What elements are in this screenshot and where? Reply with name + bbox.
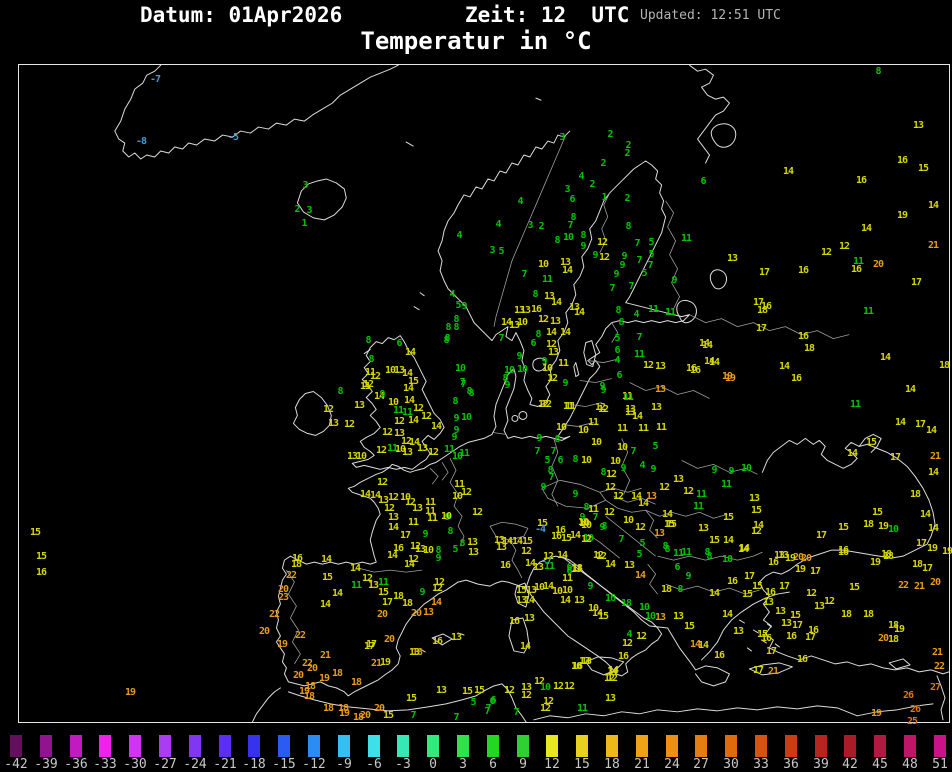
scale-bar: [636, 735, 648, 757]
scale-bar: [457, 735, 469, 757]
scale-bar: [40, 735, 52, 757]
scale-label: 18: [604, 757, 620, 772]
scale-label: 42: [842, 757, 858, 772]
scale-label: -39: [34, 757, 58, 772]
scale-label: 27: [693, 757, 709, 772]
scale-label: 24: [664, 757, 680, 772]
scale-bar: [546, 735, 558, 757]
scale-bar: [368, 735, 380, 757]
scale-label: 39: [813, 757, 829, 772]
scale-bar: [576, 735, 588, 757]
europe-coastline-map: [114, 65, 949, 722]
scale-bar: [606, 735, 618, 757]
scale-bar: [99, 735, 111, 757]
scale-label: -21: [213, 757, 237, 772]
scale-label: 30: [723, 757, 739, 772]
scale-label: -30: [123, 757, 147, 772]
header-datum: Datum: 01Apr2026: [140, 3, 343, 27]
scale-label: -3: [395, 757, 411, 772]
scale-label: 48: [902, 757, 918, 772]
scale-label: 0: [429, 757, 437, 772]
scale-bar: [904, 735, 916, 757]
scale-bar: [666, 735, 678, 757]
scale-label: -42: [4, 757, 28, 772]
scale-bar: [397, 735, 409, 757]
scale-label: -24: [183, 757, 207, 772]
scale-bar: [338, 735, 350, 757]
scale-bar: [844, 735, 856, 757]
scale-label: 15: [574, 757, 590, 772]
header-zeit: Zeit: 12 UTC: [465, 3, 630, 27]
scale-label: 9: [519, 757, 527, 772]
scale-bar: [874, 735, 886, 757]
scale-bar: [278, 735, 290, 757]
scale-bar: [427, 735, 439, 757]
page-title: Temperatur in °C: [360, 27, 592, 55]
scale-label: -6: [366, 757, 382, 772]
scale-label: 12: [544, 757, 560, 772]
scale-bar: [785, 735, 797, 757]
scale-label: -9: [336, 757, 352, 772]
scale-label: 45: [872, 757, 888, 772]
scale-bar: [70, 735, 82, 757]
scale-bar: [487, 735, 499, 757]
scale-bar: [189, 735, 201, 757]
scale-bar: [129, 735, 141, 757]
scale-label: 51: [932, 757, 948, 772]
scale-bar: [934, 735, 946, 757]
weather-map-panel: [18, 64, 950, 723]
country-borders: [286, 134, 850, 665]
scale-label: -15: [272, 757, 296, 772]
scale-bar: [219, 735, 231, 757]
scale-label: 6: [489, 757, 497, 772]
scale-bar: [10, 735, 22, 757]
scale-label: -33: [93, 757, 117, 772]
scale-bar: [725, 735, 737, 757]
scale-label: -12: [302, 757, 326, 772]
scale-bar: [755, 735, 767, 757]
scale-label: 33: [753, 757, 769, 772]
scale-label: 21: [634, 757, 650, 772]
header-updated: Updated: 12:51 UTC: [640, 8, 781, 23]
scale-bar: [308, 735, 320, 757]
scale-bar: [517, 735, 529, 757]
scale-bar: [248, 735, 260, 757]
scale-label: -18: [242, 757, 266, 772]
scale-label: 36: [783, 757, 799, 772]
scale-label: -36: [64, 757, 88, 772]
scale-label: 3: [459, 757, 467, 772]
scale-label: -27: [153, 757, 177, 772]
scale-bar: [695, 735, 707, 757]
coastlines: [114, 65, 949, 722]
scale-bar: [159, 735, 171, 757]
scale-bar: [815, 735, 827, 757]
